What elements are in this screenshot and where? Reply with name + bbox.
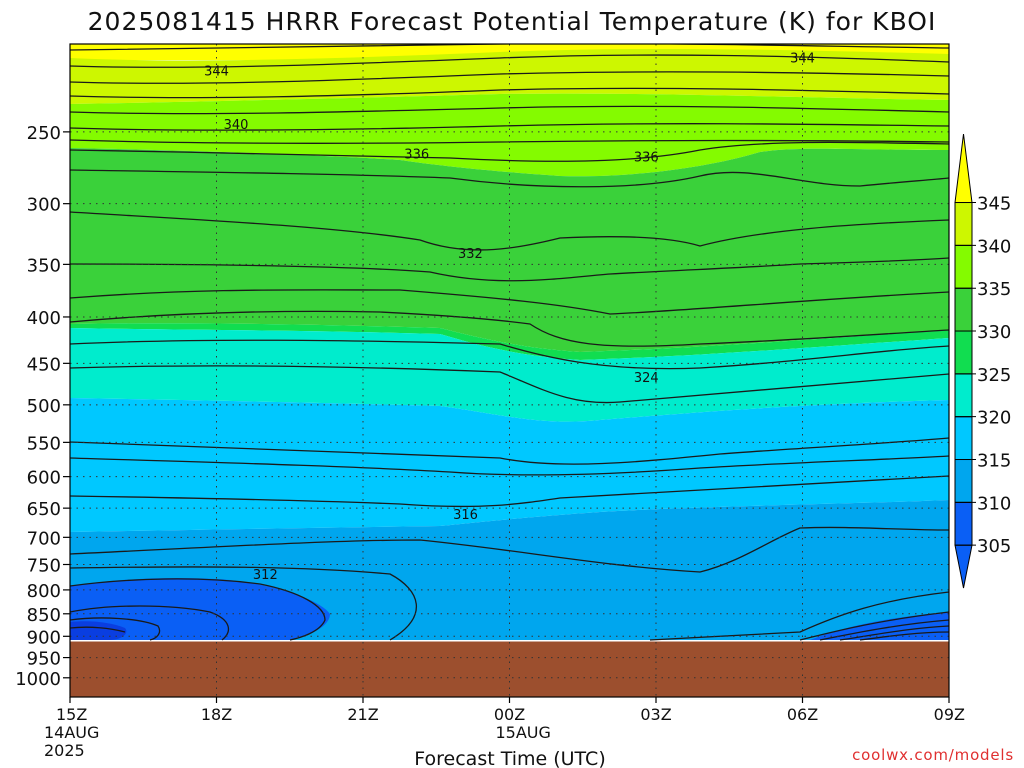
contour-label: 332: [458, 247, 483, 262]
band-330-335: [70, 148, 949, 352]
contour-lines: [70, 44, 949, 641]
colorbar-segment: [954, 373, 973, 418]
band-335-340: [70, 93, 949, 177]
contour-label: 316: [453, 508, 478, 523]
y-tick-label: 350: [27, 255, 61, 276]
x-tick-label: 18Z: [201, 705, 232, 724]
x-tick-label: 21Z: [347, 705, 378, 724]
y-tick-label: 400: [27, 308, 61, 329]
colorbar-segment: [954, 459, 973, 503]
colorbar-label: 320: [977, 408, 1011, 429]
colorbar-label: 330: [977, 322, 1011, 343]
y-tick-label: 500: [27, 396, 61, 417]
contour-label: 344: [204, 65, 229, 80]
contour-label: 344: [790, 52, 815, 67]
colorbar-label: 305: [977, 536, 1011, 557]
colorbar-segment: [954, 330, 973, 375]
colorbar-label: 325: [977, 365, 1011, 386]
y-tick-label: 600: [27, 468, 61, 489]
y-axis: 2503003504004505005506006507007508008509…: [15, 123, 70, 690]
colorbar-label: 315: [977, 451, 1011, 472]
colorbar-high-triangle: [954, 133, 973, 204]
y-tick-label: 900: [27, 627, 61, 648]
colorbar-segment: [954, 501, 973, 546]
colorbar-label: 345: [977, 194, 1011, 215]
colorbar-segment: [954, 416, 973, 461]
contour-label-group: 344 344 340 336 336 332 324 316 312: [204, 52, 815, 583]
y-tick-label: 300: [27, 195, 61, 216]
x-tick-label: 00Z: [494, 705, 525, 724]
band-315-320: [70, 398, 949, 532]
watermark: coolwx.com/models: [852, 746, 1014, 764]
x-tick-label: 09Z: [934, 705, 965, 724]
band-325-330: [70, 323, 949, 360]
contour-label: 336: [634, 150, 659, 165]
colorbar-segment: [954, 202, 973, 246]
x-tick-sublabel: 15AUG: [496, 723, 551, 742]
x-axis-label: Forecast Time (UTC): [414, 748, 605, 768]
x-tick-label: 15Z: [56, 705, 87, 724]
y-tick-label: 750: [27, 555, 61, 576]
colorbar: 305 310 315 320 325 330 335 340 345: [954, 133, 1011, 589]
contour-label: 340: [224, 118, 249, 133]
band-305-310-right: [810, 612, 949, 640]
y-tick-label: 800: [27, 581, 61, 602]
x-tick-sublabel: 14AUG: [44, 723, 99, 742]
y-tick-label: 1000: [15, 669, 61, 690]
band-340-345: [70, 48, 949, 104]
contour-label: 336: [404, 147, 429, 162]
colorbar-label: 335: [977, 279, 1011, 300]
x-tick-label: 03Z: [640, 705, 671, 724]
band-305-310-left: [70, 578, 330, 640]
colorbar-label: 340: [977, 236, 1011, 257]
y-tick-label: 650: [27, 499, 61, 520]
y-tick-label: 700: [27, 528, 61, 549]
x-tick-sublabel: 2025: [44, 741, 85, 760]
y-tick-label: 550: [27, 433, 61, 454]
band-320-325: [70, 328, 949, 422]
chart-title: 2025081415 HRRR Forecast Potential Tempe…: [88, 7, 937, 36]
y-tick-label: 250: [27, 123, 61, 144]
y-tick-label: 950: [27, 649, 61, 670]
contour-label: 324: [634, 371, 659, 386]
x-tick-label: 06Z: [787, 705, 818, 724]
contour-label: 312: [253, 568, 278, 583]
y-tick-label: 450: [27, 354, 61, 375]
colorbar-label: 310: [977, 493, 1011, 514]
colorbar-low-triangle: [954, 544, 973, 589]
y-tick-label: 850: [27, 605, 61, 626]
band-lt-305-left: [70, 621, 127, 640]
colorbar-segment: [954, 244, 973, 289]
colorbar-segment: [954, 287, 973, 332]
